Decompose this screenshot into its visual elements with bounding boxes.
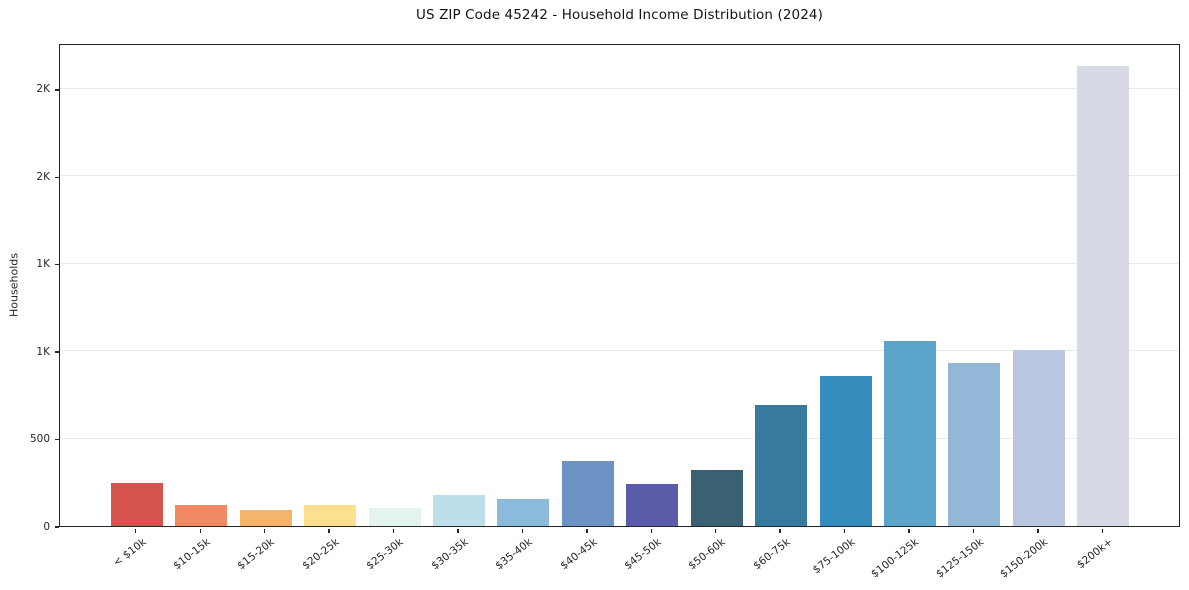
plot-area [59,44,1180,527]
gridline [60,437,1179,439]
x-tick-mark [328,528,330,533]
bar [304,505,357,526]
y-tick-mark [54,438,59,441]
y-tick-label: 2K [36,170,50,183]
x-tick-mark [392,528,395,533]
gridline [60,262,1179,264]
y-tick-label: 1K [36,345,50,358]
y-tick-mark [54,89,59,91]
bar [175,505,228,526]
x-tick-mark [650,528,652,533]
y-tick-mark [54,263,59,266]
x-tick-mark [521,528,524,533]
bar [948,362,1001,526]
x-tick-mark [263,528,266,533]
y-tick-mark [54,176,59,178]
bar [432,494,485,526]
bar [110,482,163,526]
x-tick-mark [972,528,975,533]
gridline [60,175,1179,177]
bar [819,375,872,526]
x-tick-mark [908,528,910,533]
x-tick-mark [843,528,846,533]
x-tick-mark [135,528,137,533]
x-tick-mark [586,528,588,533]
x-tick-mark [199,528,201,533]
bar [626,483,679,526]
y-tick-label: 1K [36,258,50,271]
x-tick-mark [457,528,459,533]
bar [561,460,614,526]
y-tick-label: 2K [36,83,50,96]
y-tick-mark [54,526,59,528]
gridline [60,350,1179,352]
x-tick-mark [1037,528,1039,533]
bar [755,405,808,526]
bar [1012,350,1065,526]
y-tick-label: 500 [29,433,50,446]
x-tick-mark [779,528,781,533]
gridline [60,87,1179,89]
y-tick-mark [54,351,59,353]
x-tick-mark [714,528,717,533]
chart-title: US ZIP Code 45242 - Household Income Dis… [416,7,823,23]
x-tick-mark [1101,528,1103,533]
bar [690,469,743,526]
bar [1077,66,1130,526]
bar [239,510,292,526]
bar [497,498,550,526]
bar [883,341,936,526]
y-tick-label: 0 [43,520,50,533]
bar [368,507,421,526]
